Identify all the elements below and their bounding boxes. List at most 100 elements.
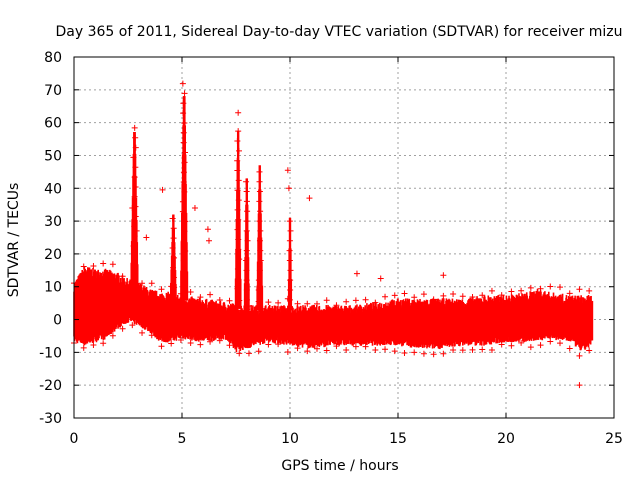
data-point: [256, 237, 263, 244]
data-point: [257, 208, 264, 215]
x-tick-label: 15: [389, 431, 407, 447]
data-point: [119, 325, 126, 332]
data-point: [547, 283, 554, 290]
x-tick-label: 20: [497, 431, 515, 447]
data-point: [518, 339, 525, 346]
data-point: [306, 195, 313, 202]
data-point: [132, 262, 139, 269]
data-point: [256, 306, 263, 313]
data-point: [391, 292, 398, 299]
data-point: [450, 347, 457, 354]
data-point: [131, 174, 138, 181]
data-point: [333, 302, 340, 309]
data-point: [131, 282, 138, 289]
data-point: [286, 257, 293, 264]
data-point: [132, 203, 139, 210]
data-point: [234, 226, 241, 233]
data-point: [294, 300, 301, 307]
data-point: [245, 302, 252, 309]
data-point: [243, 257, 250, 264]
data-point: [168, 283, 175, 290]
y-tick-label: -10: [39, 345, 62, 361]
data-point: [132, 144, 139, 151]
data-point: [235, 246, 242, 253]
data-point: [119, 273, 126, 280]
data-point: [287, 306, 294, 313]
data-point: [197, 294, 204, 301]
data-point: [566, 290, 573, 297]
data-point: [304, 348, 311, 355]
data-point: [171, 284, 178, 291]
data-point: [226, 297, 233, 304]
data-point: [518, 287, 525, 294]
data-point: [171, 254, 178, 261]
data-point: [187, 288, 194, 295]
data-point: [180, 139, 187, 146]
data-point: [256, 188, 263, 195]
data-point: [204, 226, 211, 233]
x-tick-label: 10: [281, 431, 299, 447]
data-point: [576, 286, 583, 293]
data-point: [170, 264, 177, 271]
y-axis-label: SDTVAR / TECUs: [6, 183, 22, 298]
y-tick-label: 20: [44, 247, 62, 263]
data-point: [287, 287, 294, 294]
data-point: [180, 129, 187, 136]
data-point: [130, 154, 137, 161]
data-point: [372, 346, 379, 353]
y-axis: -30 -20 -10 0 10 20 30 40 50 60 70 80: [39, 50, 614, 427]
data-point: [537, 285, 544, 292]
data-point: [430, 296, 437, 303]
data-point: [187, 340, 194, 347]
grid: [74, 57, 614, 418]
data-point: [143, 234, 150, 241]
data-point: [314, 300, 320, 307]
chart-title: Day 365 of 2011, Sidereal Day-to-day VTE…: [56, 24, 623, 40]
data-point: [169, 215, 176, 222]
data-point: [159, 186, 166, 193]
data-point: [131, 124, 138, 131]
data-point: [169, 294, 176, 301]
data-point: [181, 119, 188, 126]
data-point: [244, 306, 251, 313]
data-point: [234, 206, 241, 213]
data-point: [256, 267, 263, 274]
data-point: [182, 218, 189, 225]
data-point: [286, 218, 293, 225]
data-point: [148, 332, 155, 339]
data-point: [420, 350, 427, 357]
y-tick-label: 60: [44, 116, 62, 132]
x-tick-label: 0: [70, 431, 79, 447]
data-point: [401, 349, 408, 356]
x-axis: 0 5 10 15 20 25: [70, 57, 623, 447]
data-point: [243, 198, 250, 205]
data-point: [158, 286, 165, 293]
data-point: [256, 168, 263, 175]
data-point: [284, 167, 291, 174]
data-point: [181, 90, 188, 97]
data-point: [80, 344, 87, 351]
data-point: [109, 332, 116, 339]
data-point: [181, 188, 188, 195]
data-point: [566, 345, 573, 352]
data-point: [255, 277, 262, 284]
data-point: [182, 149, 189, 156]
data-point: [180, 238, 187, 245]
data-point: [234, 138, 241, 145]
data-point: [181, 228, 188, 235]
data-point: [243, 277, 250, 284]
data-point: [284, 349, 291, 356]
data-point: [284, 295, 291, 302]
data-point: [109, 261, 116, 268]
data-point: [226, 342, 233, 349]
data-point: [243, 218, 250, 225]
data-point: [304, 300, 311, 307]
data-point: [207, 291, 214, 298]
data-point: [440, 272, 447, 279]
data-point: [180, 179, 187, 186]
y-tick-label: -30: [39, 411, 62, 427]
data-point: [265, 299, 272, 306]
data-point: [132, 134, 139, 141]
data-point: [90, 342, 97, 349]
data-point: [527, 284, 534, 291]
